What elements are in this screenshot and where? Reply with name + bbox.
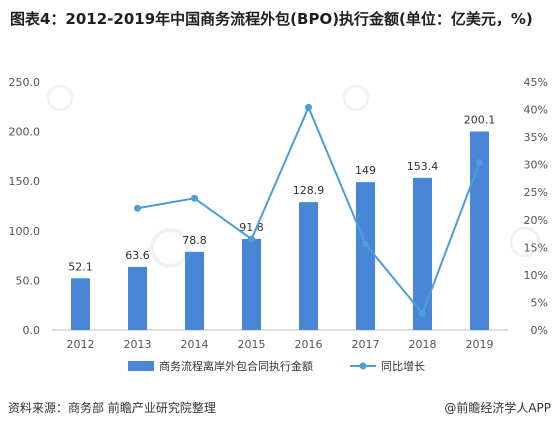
bar [242, 238, 261, 330]
growth-point [305, 103, 312, 111]
x-tick-label: 2015 [238, 338, 266, 351]
legend-bar-swatch [128, 361, 154, 371]
credit-note: @前瞻经济学人APP [444, 401, 551, 415]
axes: 0.0 50.0 100.0 150.0 200.0 250.0 0% 5% 10% 15% 20%… [9, 76, 549, 351]
x-tick-label: 2014 [181, 338, 209, 351]
growth-point [248, 235, 255, 243]
x-tick-label: 2018 [409, 338, 437, 351]
y-right-tick-label: 40% [524, 104, 548, 117]
y-left-tick-label: 150.0 [9, 175, 41, 188]
growth-point [191, 194, 198, 202]
y-left-tick-label: 200.0 [9, 126, 41, 139]
bar-value-label: 78.8 [182, 234, 207, 247]
chart-title: 图表4：2012-2019年中国商务流程外包(BPO)执行金额(单位：亿美元，%… [10, 10, 533, 28]
bar-value-label: 128.9 [293, 184, 325, 197]
y-left-tick-label: 0.0 [23, 324, 41, 337]
legend-bar-label: 商务流程离岸外包合同执行金额 [159, 359, 313, 373]
x-tick-label: 2017 [352, 338, 380, 351]
legend-line-marker [359, 362, 367, 370]
bar-value-label: 200.1 [464, 114, 496, 127]
growth-point [476, 158, 483, 166]
growth-point [362, 240, 369, 248]
bar-value-label: 63.6 [125, 249, 150, 262]
y-right-tick-label: 15% [524, 241, 548, 254]
watermark-logos [46, 84, 541, 268]
bar [71, 278, 90, 330]
bar [299, 202, 318, 330]
y-right-tick-label: 10% [524, 269, 548, 282]
bar-value-label: 153.4 [407, 160, 439, 173]
x-tick-label: 2019 [466, 338, 494, 351]
x-tick-label: 2016 [295, 338, 323, 351]
source-note: 资料来源：商务部 前瞻产业研究院整理 [8, 401, 216, 415]
y-left-tick-label: 250.0 [9, 76, 41, 89]
bar [185, 251, 204, 330]
y-right-tick-label: 5% [531, 296, 548, 309]
y-right-tick-label: 35% [524, 131, 548, 144]
y-right-tick-label: 20% [524, 214, 548, 227]
bar [413, 177, 432, 330]
bar-value-label: 149 [355, 164, 376, 177]
y-right-tick-label: 25% [524, 186, 548, 199]
x-tick-label: 2013 [124, 338, 152, 351]
legend: 商务流程离岸外包合同执行金额 同比增长 [128, 359, 425, 373]
legend-line-label: 同比增长 [381, 359, 425, 373]
growth-point [419, 309, 426, 317]
bar-value-label: 52.1 [68, 260, 93, 273]
growth-point [134, 204, 141, 212]
x-tick-label: 2012 [67, 338, 95, 351]
bar [470, 131, 489, 330]
y-right-tick-label: 30% [524, 159, 548, 172]
y-right-tick-label: 0% [531, 324, 548, 337]
y-left-tick-label: 50.0 [16, 274, 41, 287]
bar [356, 182, 375, 330]
y-left-tick-label: 100.0 [9, 225, 41, 238]
y-right-tick-label: 45% [524, 76, 548, 89]
bar [128, 266, 147, 330]
line-series [134, 103, 483, 317]
